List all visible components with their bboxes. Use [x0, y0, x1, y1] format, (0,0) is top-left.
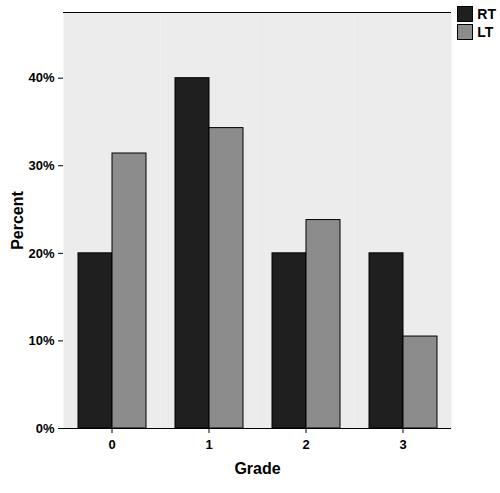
svg-text:0: 0	[108, 437, 115, 452]
svg-text:1: 1	[205, 437, 212, 452]
svg-text:40%: 40%	[28, 70, 54, 85]
svg-text:Percent: Percent	[9, 190, 26, 249]
svg-text:3: 3	[399, 437, 406, 452]
html-text:RT: RT	[477, 6, 496, 22]
svg-text:10%: 10%	[28, 333, 54, 348]
svg-text:2: 2	[302, 437, 309, 452]
html-text:LT: LT	[477, 24, 494, 40]
svg-text:0%: 0%	[36, 421, 55, 436]
svg-text:30%: 30%	[28, 158, 54, 173]
svg-text:20%: 20%	[28, 246, 54, 261]
svg-text:Grade: Grade	[234, 460, 280, 477]
